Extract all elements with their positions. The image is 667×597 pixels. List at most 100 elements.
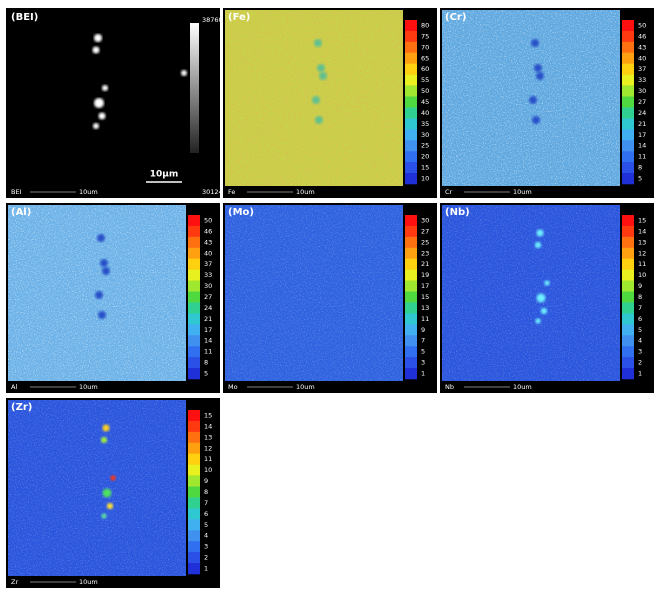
colorbar-step bbox=[405, 20, 417, 32]
colorbar-step bbox=[405, 140, 417, 152]
map-spot bbox=[102, 85, 108, 91]
scale-label: 10um bbox=[79, 578, 98, 586]
colorbar-step bbox=[405, 269, 417, 281]
colorbar-step bbox=[188, 215, 200, 227]
colorbar-step bbox=[622, 291, 634, 303]
colorbar-step bbox=[622, 52, 634, 65]
colorbar-step bbox=[622, 30, 634, 43]
map-spot bbox=[535, 318, 541, 324]
map-spot bbox=[101, 513, 107, 519]
map-panel: (Nb) 15 14 13 12 11 10 9 8 7 6 5 4 3 2 1 Nb 10um bbox=[440, 203, 654, 393]
colorbar-label: 3 bbox=[204, 543, 208, 551]
colorbar-label: 13 bbox=[204, 433, 212, 441]
colorbar-label: 30 bbox=[421, 131, 429, 139]
colorbar-step bbox=[405, 247, 417, 260]
colorbar-label: 5 bbox=[204, 521, 208, 529]
colorbar-step bbox=[188, 302, 200, 314]
colorbar-step bbox=[622, 313, 634, 325]
map-spot bbox=[536, 72, 544, 80]
colorbar-step bbox=[622, 96, 634, 108]
colorbar-step bbox=[622, 236, 634, 249]
colorbar-step bbox=[405, 107, 417, 119]
colorbar-step bbox=[622, 247, 634, 260]
colorbar-step bbox=[405, 215, 417, 227]
colorbar-step bbox=[405, 258, 417, 270]
colorbar-step bbox=[405, 151, 417, 163]
colorbar-step bbox=[188, 442, 200, 455]
colorbar-label: 17 bbox=[638, 131, 646, 139]
colorbar-step bbox=[622, 41, 634, 54]
colorbar-label: 37 bbox=[638, 65, 646, 73]
colorbar-label: 9 bbox=[204, 477, 208, 485]
map-spot bbox=[94, 34, 102, 42]
element-label: BEI bbox=[11, 188, 22, 196]
map-spot bbox=[312, 96, 320, 104]
colorbar-step bbox=[622, 107, 634, 119]
colorbar-label: 7 bbox=[204, 499, 208, 507]
colorbar-step bbox=[188, 453, 200, 465]
colorbar-label: 15 bbox=[638, 216, 646, 224]
panel-label: (Zr) bbox=[11, 402, 32, 413]
map-panel: (Al) 50 46 43 40 37 33 30 27 24 21 17 14 11 8 5 Al 10um bbox=[6, 203, 220, 393]
colorbar-label: 30 bbox=[638, 87, 646, 95]
colorbar-step bbox=[622, 74, 634, 86]
element-label: Mo bbox=[228, 383, 238, 391]
panel-label: (Nb) bbox=[445, 207, 470, 218]
colorbar-label: 30 bbox=[421, 216, 429, 224]
colorbar-step bbox=[188, 530, 200, 542]
map-spot bbox=[314, 39, 322, 47]
colorbar-step bbox=[405, 313, 417, 325]
colorbar-label: 7 bbox=[638, 304, 642, 312]
colorbar-label: 10 bbox=[204, 466, 212, 474]
map-panel: (Fe) 80 75 70 65 60 55 50 45 40 35 30 25 20 15 10 Fe 10um bbox=[223, 8, 437, 198]
map-noise bbox=[442, 205, 620, 381]
colorbar-label: 35 bbox=[421, 120, 429, 128]
colorbar-label: 25 bbox=[421, 142, 429, 150]
colorbar-step bbox=[405, 346, 417, 358]
colorbar-label: 25 bbox=[421, 238, 429, 246]
colorbar-step bbox=[622, 215, 634, 227]
colorbar-step bbox=[622, 225, 634, 238]
colorbar-label: 17 bbox=[204, 326, 212, 334]
map-spot bbox=[102, 424, 110, 432]
colorbar-label: 24 bbox=[638, 109, 646, 117]
colorbar-step bbox=[622, 140, 634, 152]
colorbar-label: 40 bbox=[204, 249, 212, 257]
colorbar-step bbox=[622, 173, 634, 185]
colorbar-step bbox=[188, 291, 200, 303]
colorbar-step bbox=[188, 541, 200, 553]
map-panel: (Cr) 50 46 43 40 37 33 30 27 24 21 17 14 11 8 5 Cr 10um bbox=[440, 8, 654, 198]
colorbar-label: 2 bbox=[204, 554, 208, 562]
map-panel: (Zr) 15 14 13 12 11 10 9 8 7 6 5 4 3 2 1 Zr 10um bbox=[6, 398, 220, 588]
colorbar-step bbox=[622, 151, 634, 163]
colorbar-label: 15 bbox=[421, 164, 429, 172]
colorbar-label: 9 bbox=[421, 326, 425, 334]
colorbar-step bbox=[188, 247, 200, 260]
colorbar-label: 15 bbox=[204, 411, 212, 419]
colorbar-step bbox=[188, 508, 200, 520]
map-spot bbox=[102, 488, 112, 498]
colorbar-label: 24 bbox=[204, 304, 212, 312]
colorbar-step bbox=[405, 368, 417, 380]
colorbar-step bbox=[405, 74, 417, 86]
colorbar-label: 15 bbox=[421, 293, 429, 301]
colorbar-label: 45 bbox=[421, 98, 429, 106]
colorbar-step bbox=[622, 335, 634, 347]
map-spot bbox=[92, 46, 100, 54]
colorbar-label: 3 bbox=[638, 348, 642, 356]
map-noise bbox=[8, 400, 186, 576]
colorbar-step bbox=[622, 368, 634, 380]
colorbar-step bbox=[188, 368, 200, 380]
colorbar-step bbox=[188, 280, 200, 292]
map-spot bbox=[531, 39, 539, 47]
colorbar-step bbox=[622, 118, 634, 130]
map-spot bbox=[110, 475, 116, 481]
colorbar-step bbox=[622, 85, 634, 97]
map-spot bbox=[540, 307, 548, 315]
map-spot bbox=[534, 241, 542, 249]
map-image bbox=[6, 10, 220, 186]
colorbar-step bbox=[405, 357, 417, 369]
colorbar-label: 40 bbox=[638, 54, 646, 62]
colorbar-label: 43 bbox=[638, 43, 646, 51]
